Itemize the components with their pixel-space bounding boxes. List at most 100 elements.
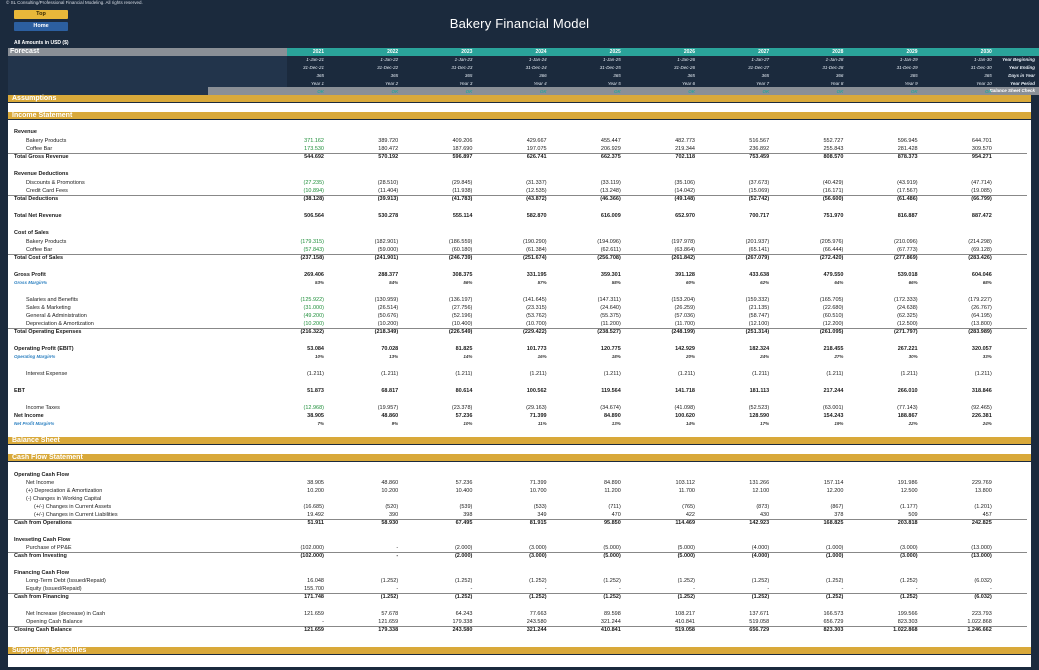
table-row: (-) Changes in Working Capital [8,495,1031,503]
value-cell: 823.303 [897,619,918,625]
section-header[interactable]: Supporting Schedules [8,647,1031,655]
value-cell: 582.870 [526,213,547,219]
value-cell: 16% [537,354,547,359]
value-cell: 349 [537,512,547,518]
value-cell: 433.638 [749,272,770,278]
value-cell: (47.714) [971,180,992,186]
value-cell: 429.667 [526,138,547,144]
value-cell: (867) [830,504,844,510]
value-cell: (43.919) [897,180,918,186]
value-cell: 321.244 [600,619,621,625]
value-cell: (55.375) [600,313,621,319]
value-cell: (229.422) [523,329,547,335]
section-header[interactable]: Cash Flow Statement [8,454,1031,462]
value-cell: (6.032) [974,594,992,600]
value-cell: 19.492 [307,512,324,518]
balance-check-cell: OK [614,89,621,94]
value-cell: 887.472 [971,213,992,219]
value-cell: (37.673) [748,180,770,186]
value-cell: 455.447 [600,138,621,144]
value-cell: (141.645) [523,297,547,303]
value-cell: (1.211) [826,371,844,377]
year-period-cell: Year 7 [756,81,770,86]
header-label: Days in Year [1008,73,1035,78]
value-cell: 60% [685,280,695,285]
value-cell: 137.671 [749,611,770,617]
value-cell: (1.252) [825,594,844,600]
value-cell: 206.929 [600,146,621,152]
value-cell: 702.118 [675,154,695,160]
value-cell: (60.180) [451,247,473,253]
value-cell: 54% [389,280,399,285]
value-cell: (10.700) [526,321,547,327]
value-cell: 203.818 [897,520,918,526]
row-label: Sales & Marketing [26,305,71,311]
value-cell: (1.252) [529,594,547,600]
value-cell: 57% [537,280,547,285]
total-underline [8,195,1027,196]
days-in-year-cell: 365 [464,73,473,78]
value-cell: 430 [760,512,770,518]
value-cell: (61.486) [897,196,918,202]
value-cell: 48.860 [381,480,399,486]
value-cell: (12.200) [822,321,844,327]
value-cell: 57.236 [455,480,473,486]
value-cell: (65.141) [748,247,770,253]
home-button[interactable]: Home [14,22,68,31]
row-label: Revenue [14,129,37,135]
table-row: Interest Expense (1.211) (1.211) (1.211) (1.… [8,370,1031,378]
value-cell: 16.048 [307,578,324,584]
value-cell: (2.000) [454,553,473,559]
value-cell: 20% [685,354,695,359]
value-cell: 66% [908,280,918,285]
value-cell: 191.986 [897,480,918,486]
top-button[interactable]: Top [14,10,68,19]
value-cell: 89.598 [603,611,621,617]
value-cell: (1.211) [752,371,770,377]
value-cell: 878.373 [897,154,918,160]
value-cell: (52.196) [451,313,473,319]
section-header[interactable]: Assumptions [8,95,1031,103]
row-label: Bakery Products [26,138,67,144]
value-cell: 58.930 [381,520,399,526]
value-cell: (5.000) [677,553,695,559]
value-cell: (3.000) [900,545,918,551]
value-cell: (1.252) [677,578,695,584]
table-row: Revenue [8,128,1031,136]
value-cell: - [544,586,547,592]
row-label: Gross Profit [14,272,46,278]
value-cell: (271.797) [894,329,918,335]
value-cell: 70.028 [381,346,399,352]
year-cell: 2030 [980,49,992,55]
row-label: Salaries and Benefits [26,297,78,303]
value-cell: 62% [760,280,770,285]
value-cell: 243.580 [452,627,473,633]
row-label: Cash from Operations [14,520,72,526]
value-cell: 229.769 [971,480,992,486]
value-cell: 103.112 [675,480,695,486]
value-cell: 656.729 [749,627,770,633]
section-header[interactable]: Income Statement [8,112,1031,120]
row-label: Income Taxes [26,405,60,411]
section-header[interactable]: Balance Sheet [8,437,1031,445]
header-label: Balance Sheet Check [208,87,1039,95]
value-cell: (39.913) [377,196,399,202]
value-cell: 12.100 [752,488,770,494]
value-cell: 95.850 [603,520,621,526]
value-cell: (153.204) [671,297,695,303]
value-cell: (3.000) [529,553,547,559]
value-cell: 17% [760,421,770,426]
value-cell: (92.465) [971,405,992,411]
value-cell: (40.429) [822,180,844,186]
value-cell: 389.720 [378,138,399,144]
value-cell: 321.244 [526,627,547,633]
value-cell: (24.640) [600,305,621,311]
value-cell: 199.566 [897,611,918,617]
value-cell: (12.968) [303,405,325,411]
value-cell: 30% [908,354,918,359]
table-row: Financing Cash Flow [8,569,1031,577]
value-cell: (1.252) [380,594,399,600]
year-ending-cell: 31-Dec-29 [896,65,918,70]
value-cell: (2.000) [454,545,473,551]
value-cell: (21.135) [748,305,770,311]
